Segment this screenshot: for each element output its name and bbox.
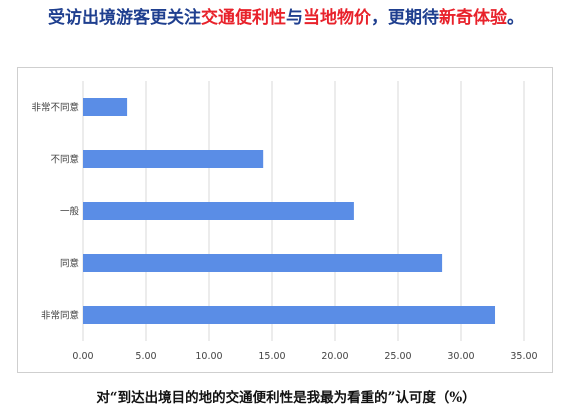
bar (83, 306, 496, 324)
headline-part-1: 受访出境游客更关注 (48, 8, 201, 28)
category-label: 非常同意 (41, 310, 79, 322)
x-tick-label: 20.00 (321, 351, 348, 362)
x-tick-label: 15.00 (258, 351, 285, 362)
headline-highlight-novelty: 新奇体验 (439, 8, 507, 28)
x-tick-label: 30.00 (447, 351, 474, 362)
category-label: 非常不同意 (31, 102, 79, 114)
headline-part-2: 与 (286, 8, 303, 28)
x-tick-labels: 0.00 5.00 10.00 15.00 20.00 25.00 30.00 35.00 (72, 351, 537, 362)
bars (83, 98, 496, 324)
x-tick-label: 35.00 (510, 351, 537, 362)
category-label: 一般 (60, 206, 80, 218)
x-tick-label: 10.00 (195, 351, 222, 362)
bar (83, 98, 128, 116)
bar (83, 150, 264, 168)
category-label: 不同意 (50, 154, 79, 166)
bar (83, 254, 443, 272)
bar (83, 202, 354, 220)
x-tick-label: 0.00 (72, 351, 93, 362)
x-tick-label: 25.00 (384, 351, 411, 362)
headline: 受访出境游客更关注交通便利性与当地物价，更期待新奇体验。 (0, 6, 572, 30)
category-label: 同意 (60, 258, 79, 270)
headline-highlight-prices: 当地物价 (303, 8, 371, 28)
headline-highlight-transport: 交通便利性 (201, 8, 286, 28)
x-axis-caption: 对“到达出境目的地的交通便利性是我最为看重的”认可度（%） (96, 390, 476, 406)
x-tick-label: 5.00 (135, 351, 156, 362)
headline-part-4: 。 (507, 8, 524, 28)
headline-part-3: ，更期待 (371, 8, 439, 28)
